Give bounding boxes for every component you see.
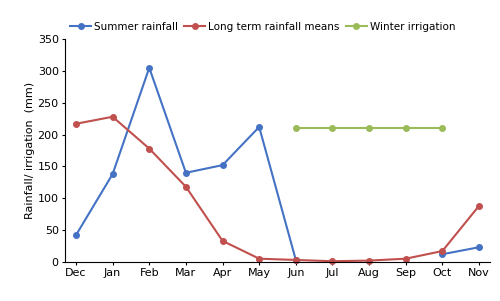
- Summer rainfall: [110, 172, 116, 176]
- Long term rainfall means: [330, 259, 336, 263]
- Long term rainfall means: [293, 258, 299, 262]
- Legend: Summer rainfall, Long term rainfall means, Winter irrigation: Summer rainfall, Long term rainfall mean…: [70, 22, 456, 32]
- Winter irrigation: [440, 126, 446, 130]
- Winter irrigation: [402, 126, 408, 130]
- Summer rainfall: [220, 163, 226, 167]
- Summer rainfall: [183, 171, 189, 175]
- Winter irrigation: [330, 126, 336, 130]
- Line: Winter irrigation: Winter irrigation: [293, 126, 445, 131]
- Long term rainfall means: [402, 257, 408, 260]
- Winter irrigation: [293, 126, 299, 130]
- Summer rainfall: [256, 125, 262, 129]
- Summer rainfall: [293, 258, 299, 262]
- Summer rainfall: [73, 233, 79, 237]
- Long term rainfall means: [476, 204, 482, 208]
- Long term rainfall means: [73, 122, 79, 126]
- Line: Summer rainfall: Summer rainfall: [73, 65, 298, 263]
- Long term rainfall means: [183, 185, 189, 189]
- Summer rainfall: [146, 66, 152, 70]
- Long term rainfall means: [110, 115, 116, 119]
- Long term rainfall means: [366, 259, 372, 262]
- Long term rainfall means: [440, 249, 446, 253]
- Winter irrigation: [366, 126, 372, 130]
- Line: Long term rainfall means: Long term rainfall means: [73, 114, 482, 264]
- Long term rainfall means: [220, 239, 226, 243]
- Y-axis label: Rainfall/ irrigation  (mm): Rainfall/ irrigation (mm): [25, 82, 35, 219]
- Long term rainfall means: [256, 257, 262, 260]
- Long term rainfall means: [146, 147, 152, 150]
